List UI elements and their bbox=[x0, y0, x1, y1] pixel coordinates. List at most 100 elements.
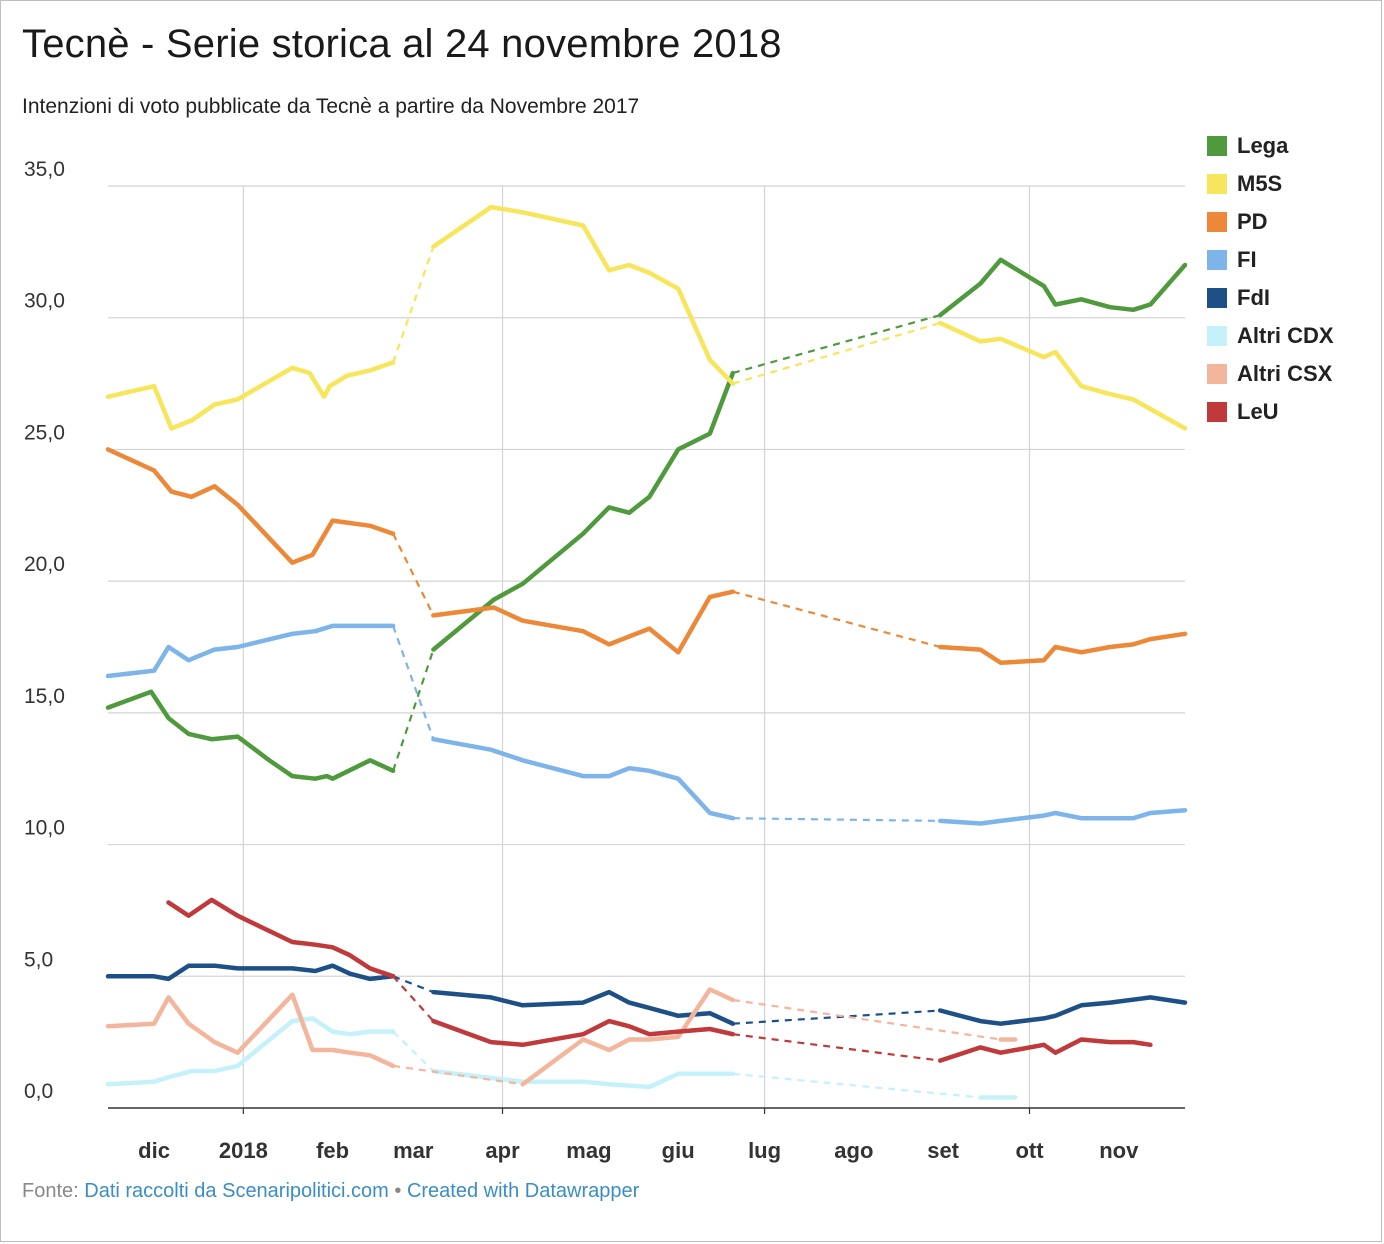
legend-label: FdI bbox=[1237, 285, 1270, 310]
legend-swatch bbox=[1207, 326, 1227, 346]
series-line-dashed bbox=[732, 817, 941, 822]
series-m5s bbox=[105, 204, 1188, 431]
legend-swatch bbox=[1207, 364, 1227, 384]
legend-label: PD bbox=[1237, 209, 1268, 234]
y-tick-label: 25,0 bbox=[24, 421, 65, 444]
legend-label: FI bbox=[1237, 247, 1257, 272]
legend-swatch bbox=[1207, 250, 1227, 270]
series-fdi bbox=[105, 963, 1188, 1026]
legend-label: Lega bbox=[1237, 133, 1289, 158]
series-line-dashed bbox=[732, 1072, 981, 1099]
series-altri-csx bbox=[105, 987, 1018, 1087]
series-line bbox=[431, 736, 736, 821]
y-tick-label: 30,0 bbox=[24, 290, 65, 313]
series-line-dashed bbox=[392, 625, 435, 740]
legend: Lega M5S PD FI FdI Altri CDX Altri CSX LeU bbox=[1207, 127, 1334, 431]
y-tick-label: 15,0 bbox=[24, 685, 65, 708]
series-line bbox=[431, 1018, 736, 1048]
legend-swatch bbox=[1207, 136, 1227, 156]
legend-label: M5S bbox=[1237, 171, 1283, 196]
x-tick-label: lug bbox=[748, 1138, 781, 1163]
y-tick-label: 20,0 bbox=[24, 553, 65, 576]
series-line bbox=[937, 631, 1188, 666]
y-tick-label: 0,0 bbox=[24, 1080, 53, 1103]
series-fi bbox=[105, 623, 1188, 826]
y-tick-label: 35,0 bbox=[24, 158, 65, 181]
series-line bbox=[431, 204, 736, 386]
legend-item: Lega bbox=[1207, 127, 1334, 165]
source-link[interactable]: Dati raccolti da Scenaripolitici.com bbox=[84, 1180, 389, 1202]
y-axis-ticks: 35,0 30,0 25,0 20,0 15,0 10,0 5,0 0,0 bbox=[24, 158, 65, 1103]
series-line bbox=[105, 447, 396, 565]
series-line bbox=[937, 995, 1188, 1026]
series-line-dashed bbox=[392, 1064, 523, 1086]
series-line bbox=[431, 1068, 736, 1090]
grid-lines bbox=[108, 185, 1185, 1114]
legend-item: Altri CDX bbox=[1207, 317, 1334, 355]
series-line bbox=[105, 992, 396, 1069]
series-line-dashed bbox=[732, 314, 941, 375]
series-line bbox=[105, 623, 396, 679]
x-tick-label: giu bbox=[662, 1138, 695, 1163]
series-line bbox=[937, 257, 1188, 318]
legend-swatch bbox=[1207, 402, 1227, 422]
legend-swatch bbox=[1207, 174, 1227, 194]
series-line bbox=[105, 689, 396, 781]
series-line bbox=[105, 360, 396, 431]
chart-title: Tecnè - Serie storica al 24 novembre 201… bbox=[22, 22, 782, 66]
series-line-dashed bbox=[392, 649, 435, 772]
x-tick-label: 2018 bbox=[219, 1138, 268, 1163]
x-tick-label: mar bbox=[393, 1138, 434, 1163]
series-line-dashed bbox=[392, 533, 435, 616]
legend-swatch bbox=[1207, 288, 1227, 308]
legend-label: LeU bbox=[1237, 399, 1279, 424]
series-line bbox=[937, 808, 1188, 826]
x-tick-label: mag bbox=[566, 1138, 611, 1163]
footer: Fonte: Dati raccolti da Scenaripolitici.… bbox=[22, 1180, 639, 1203]
legend-item: LeU bbox=[1207, 393, 1334, 431]
chart-subtitle: Intenzioni di voto pubblicate da Tecnè a… bbox=[22, 95, 640, 118]
series-line bbox=[105, 963, 396, 982]
series-line-dashed bbox=[732, 1009, 941, 1025]
x-tick-label: ott bbox=[1015, 1138, 1044, 1163]
series-line-dashed bbox=[392, 246, 435, 363]
series-leu bbox=[166, 897, 1153, 1063]
series-line-dashed bbox=[392, 975, 434, 994]
series-line-dashed bbox=[732, 1033, 941, 1062]
legend-item: M5S bbox=[1207, 165, 1334, 203]
series-line bbox=[520, 987, 736, 1087]
x-tick-label: nov bbox=[1099, 1138, 1139, 1163]
series-line-dashed bbox=[392, 975, 435, 1022]
series-line bbox=[105, 1016, 396, 1087]
legend-swatch bbox=[1207, 212, 1227, 232]
x-tick-label: ago bbox=[834, 1138, 873, 1163]
x-tick-label: apr bbox=[485, 1138, 520, 1163]
legend-item: Altri CSX bbox=[1207, 355, 1334, 393]
series-pd bbox=[105, 447, 1188, 666]
datawrapper-link[interactable]: Created with Datawrapper bbox=[406, 1180, 640, 1202]
series-lega bbox=[105, 257, 1188, 781]
footer-separator: • bbox=[388, 1180, 407, 1202]
legend-label: Altri CDX bbox=[1237, 323, 1334, 348]
footer-prefix: Fonte: bbox=[22, 1180, 85, 1202]
series-line bbox=[431, 589, 736, 655]
series-line bbox=[166, 897, 396, 979]
series-line bbox=[431, 370, 736, 652]
x-tick-label: set bbox=[927, 1138, 959, 1163]
series-line bbox=[937, 320, 1188, 431]
y-tick-label: 10,0 bbox=[24, 817, 65, 840]
x-tick-label: feb bbox=[316, 1138, 349, 1163]
legend-label: Altri CSX bbox=[1237, 361, 1333, 386]
series-lines bbox=[105, 204, 1188, 1100]
series-line-dashed bbox=[732, 998, 1001, 1041]
series-line bbox=[937, 1037, 1153, 1063]
y-tick-label: 5,0 bbox=[24, 948, 53, 971]
series-line-dashed bbox=[732, 321, 941, 385]
x-axis-ticks: dic 2018 feb mar apr mag giu lug ago set ott nov bbox=[138, 1138, 1139, 1163]
x-tick-label: dic bbox=[138, 1138, 170, 1163]
legend-item: PD bbox=[1207, 203, 1334, 241]
series-line-dashed bbox=[732, 590, 941, 649]
series-line-dashed bbox=[392, 1030, 435, 1072]
